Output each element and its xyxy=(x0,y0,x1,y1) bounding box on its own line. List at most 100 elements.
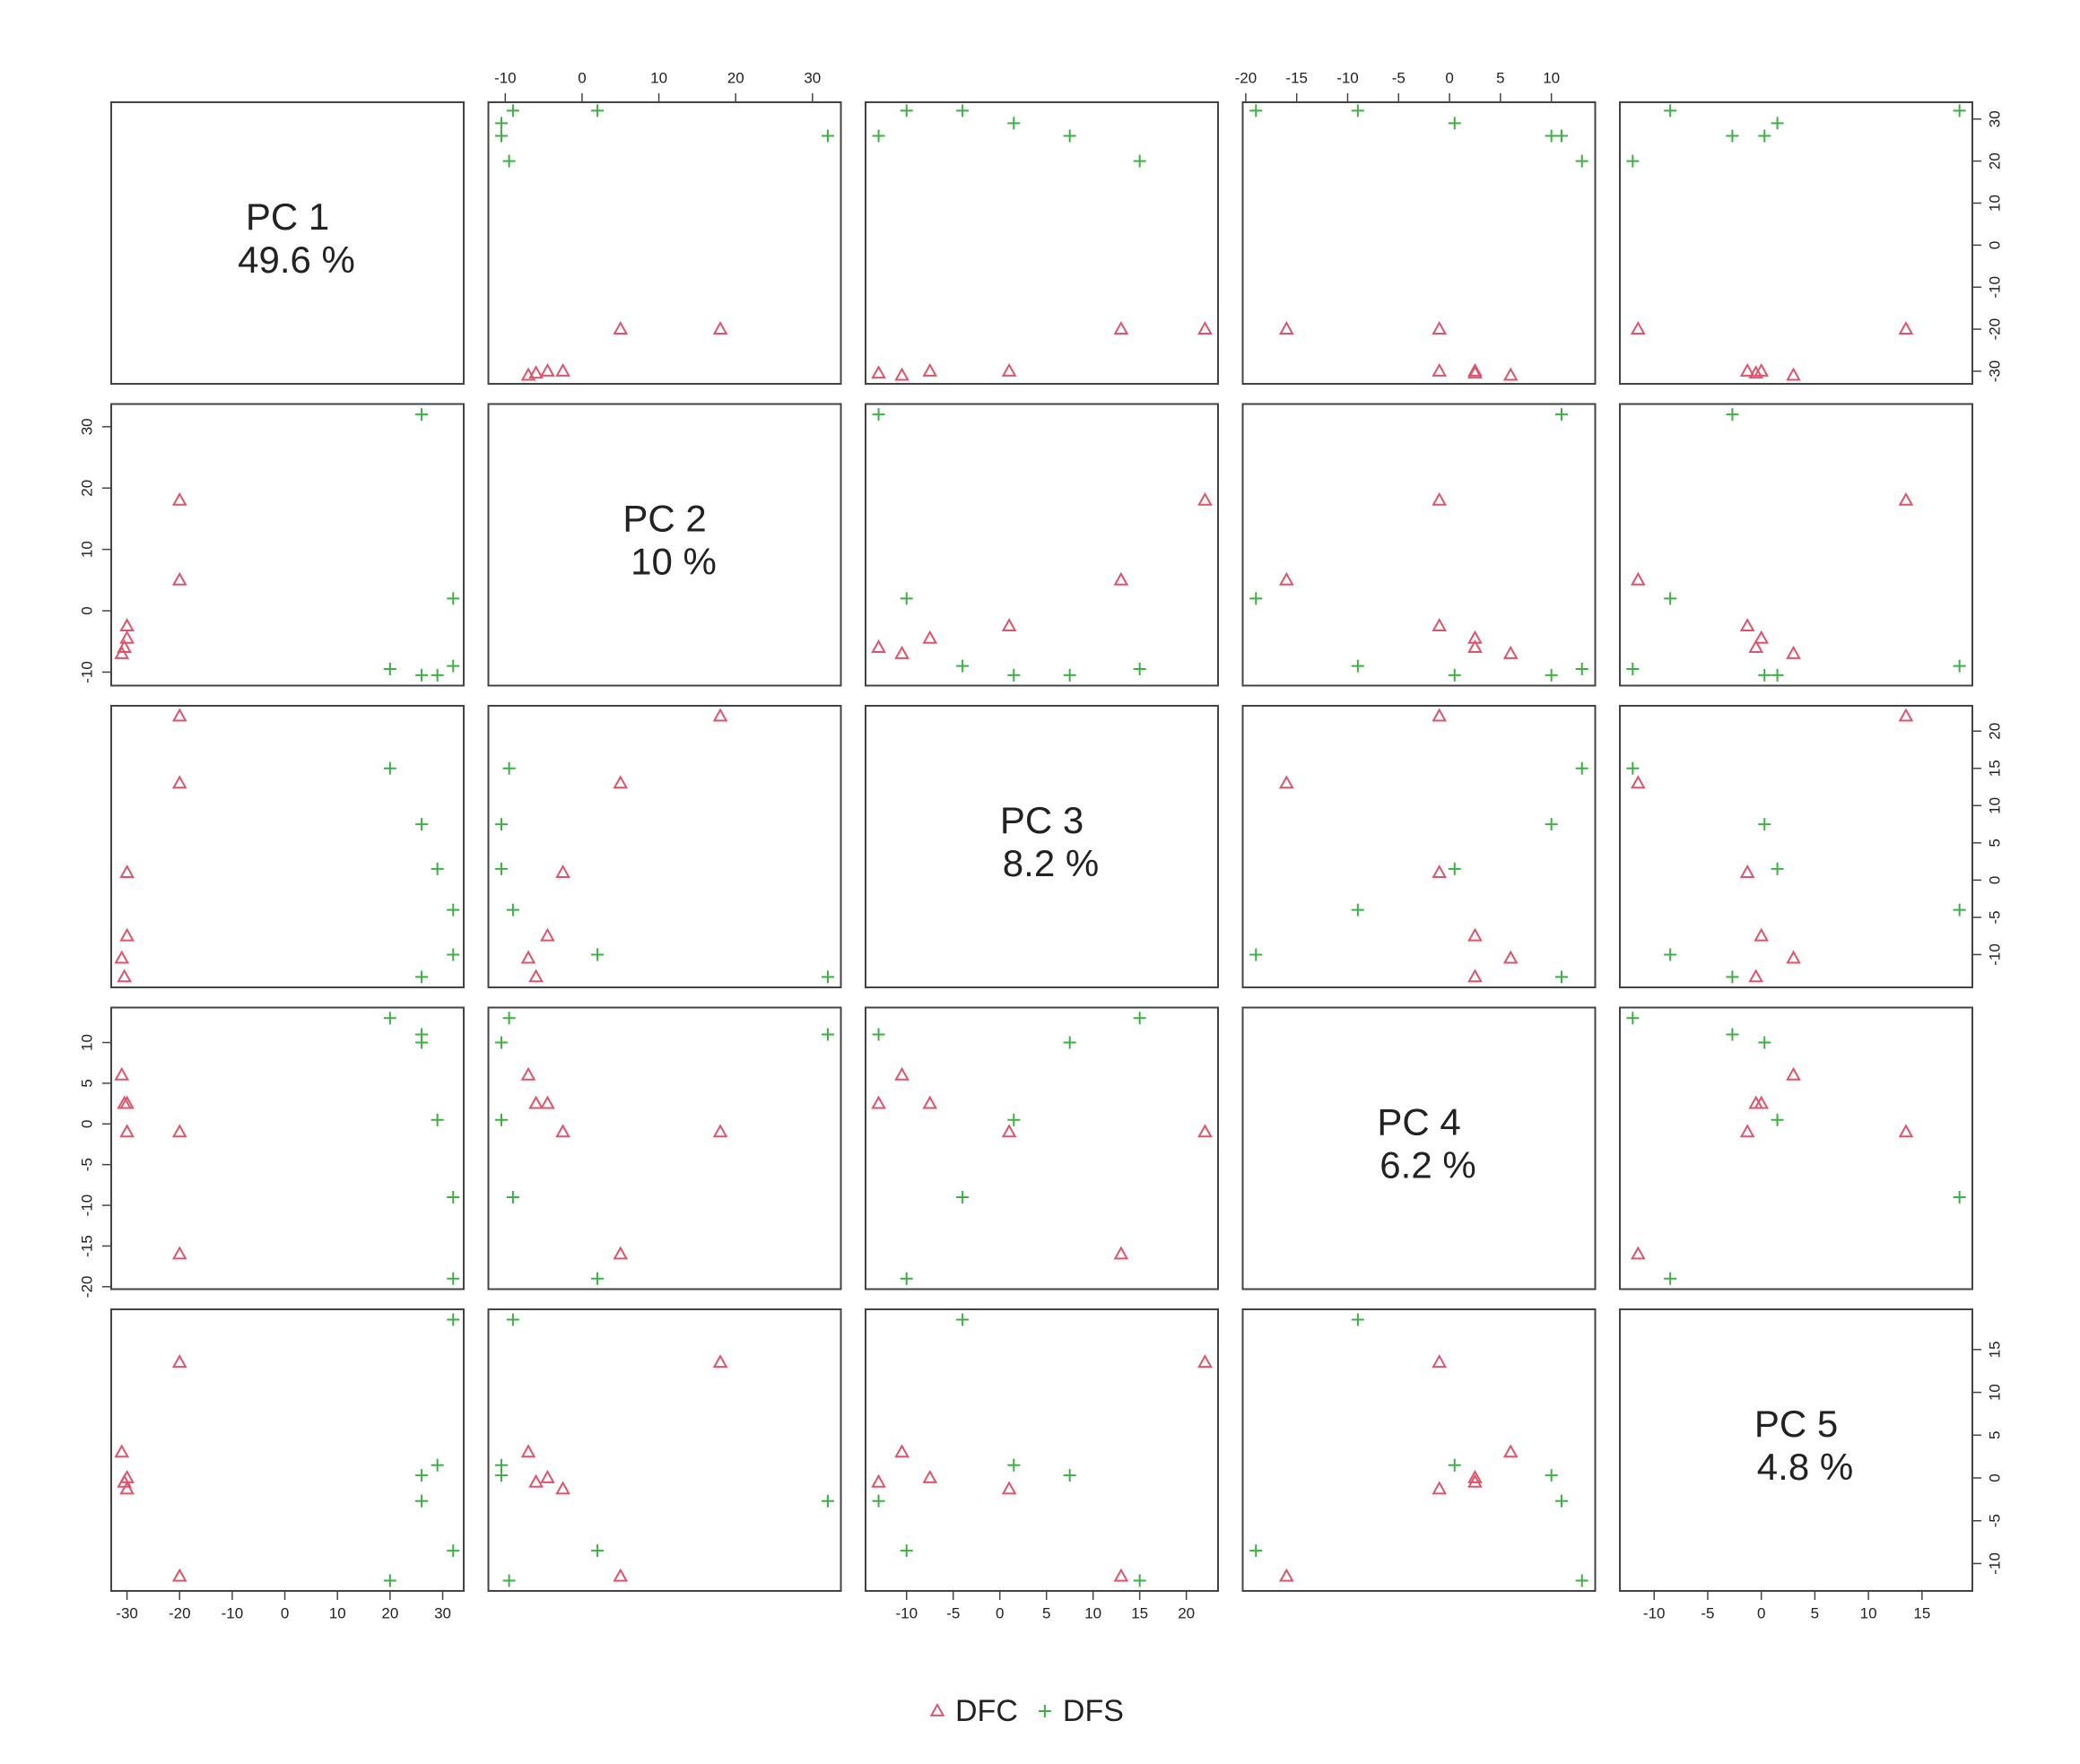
data-point xyxy=(1953,903,1966,917)
data-point xyxy=(502,1574,516,1587)
data-point xyxy=(1575,1574,1588,1587)
data-point xyxy=(1133,663,1146,676)
data-point xyxy=(1754,630,1770,644)
data-point xyxy=(1771,862,1784,875)
data-point xyxy=(1898,1124,1914,1138)
data-point xyxy=(922,630,938,644)
y-tick-label: 30 xyxy=(1986,110,2003,127)
data-point xyxy=(117,639,133,653)
data-point xyxy=(1555,970,1569,984)
y-tick-label: -5 xyxy=(78,1158,95,1171)
data-point xyxy=(1555,1494,1569,1508)
data-point xyxy=(506,1313,519,1326)
data-point xyxy=(1467,630,1483,644)
x-tick-label: 0 xyxy=(1757,1604,1765,1621)
y-tick-label: -10 xyxy=(78,1195,95,1217)
panel-frame xyxy=(1241,403,1597,687)
data-point xyxy=(1249,104,1263,117)
data-point xyxy=(956,1313,970,1326)
data-point xyxy=(1626,1012,1640,1025)
data-point xyxy=(1575,663,1588,676)
data-point xyxy=(171,491,187,506)
data-point xyxy=(1133,154,1146,168)
data-point xyxy=(922,362,938,377)
data-point xyxy=(1545,1469,1558,1482)
data-point xyxy=(171,1354,187,1369)
panel-frame xyxy=(1241,1006,1597,1290)
data-point xyxy=(171,1568,187,1582)
panel-frame xyxy=(865,1006,1219,1290)
data-point xyxy=(1664,104,1677,117)
data-point xyxy=(447,948,460,961)
data-point xyxy=(1626,663,1640,676)
data-point xyxy=(1898,708,1914,722)
panel-frame xyxy=(487,1308,842,1592)
x-tick-label: 10 xyxy=(1543,69,1560,86)
x-tick-label: 15 xyxy=(1913,1604,1930,1621)
data-point xyxy=(1502,645,1519,659)
data-point xyxy=(872,408,885,421)
x-tick-label: -15 xyxy=(1285,69,1308,86)
data-point xyxy=(1432,865,1448,878)
data-point xyxy=(1726,970,1739,984)
data-point xyxy=(415,818,429,831)
x-tick-label: 10 xyxy=(1084,1604,1101,1621)
data-point xyxy=(506,903,519,917)
data-point xyxy=(415,1028,429,1041)
y-tick-label: 20 xyxy=(78,480,95,497)
data-point xyxy=(1754,362,1770,377)
data-point xyxy=(114,950,130,964)
data-point xyxy=(872,1028,885,1041)
panel-frame xyxy=(1619,1006,1973,1290)
data-point xyxy=(591,1272,605,1285)
data-point xyxy=(1063,1036,1076,1049)
diagonal-label: PC 2 xyxy=(622,498,706,540)
diagonal-label: PC 5 xyxy=(1754,1403,1838,1445)
data-point xyxy=(871,1095,886,1109)
data-point xyxy=(1278,571,1294,586)
data-point xyxy=(119,927,135,942)
data-point xyxy=(447,903,460,917)
data-point xyxy=(431,1113,444,1126)
variance-label: 6.2 % xyxy=(1379,1144,1475,1186)
data-point xyxy=(495,1113,509,1126)
data-point xyxy=(1502,950,1519,964)
data-point xyxy=(712,708,728,722)
data-point xyxy=(1007,117,1021,130)
x-tick-label: 30 xyxy=(804,69,821,86)
data-point xyxy=(171,1246,187,1260)
x-tick-label: 15 xyxy=(1131,1604,1148,1621)
x-tick-label: 20 xyxy=(727,69,744,86)
data-point xyxy=(613,321,629,335)
panel-frame xyxy=(487,1006,842,1290)
y-tick-label: 0 xyxy=(1986,1473,2003,1482)
data-point xyxy=(1113,321,1129,335)
data-point xyxy=(1739,618,1755,632)
y-tick-label: 5 xyxy=(1986,1431,2003,1439)
data-point xyxy=(520,1066,536,1081)
data-point xyxy=(1432,491,1448,506)
y-tick-label: 5 xyxy=(78,1079,95,1087)
data-point xyxy=(383,761,396,775)
data-point xyxy=(1063,668,1076,682)
data-point xyxy=(383,1012,396,1025)
y-tick-label: 20 xyxy=(1986,152,2003,169)
panel-frame xyxy=(865,705,1219,988)
x-tick-label: -5 xyxy=(946,1604,960,1621)
panel-frame xyxy=(487,403,842,687)
data-point xyxy=(1197,1124,1213,1138)
data-point xyxy=(1771,117,1784,130)
data-point xyxy=(1664,592,1677,605)
data-point xyxy=(520,950,536,964)
data-point xyxy=(540,1469,555,1483)
data-point xyxy=(1739,1124,1755,1138)
data-point xyxy=(1467,365,1483,379)
data-point xyxy=(1197,1354,1213,1369)
data-point xyxy=(1898,491,1914,506)
x-tick-label: -10 xyxy=(1643,1604,1666,1621)
data-point xyxy=(1448,862,1461,875)
data-point xyxy=(555,362,570,377)
data-point xyxy=(1197,321,1213,335)
data-point xyxy=(1758,1036,1771,1049)
x-tick-label: 0 xyxy=(281,1604,289,1621)
